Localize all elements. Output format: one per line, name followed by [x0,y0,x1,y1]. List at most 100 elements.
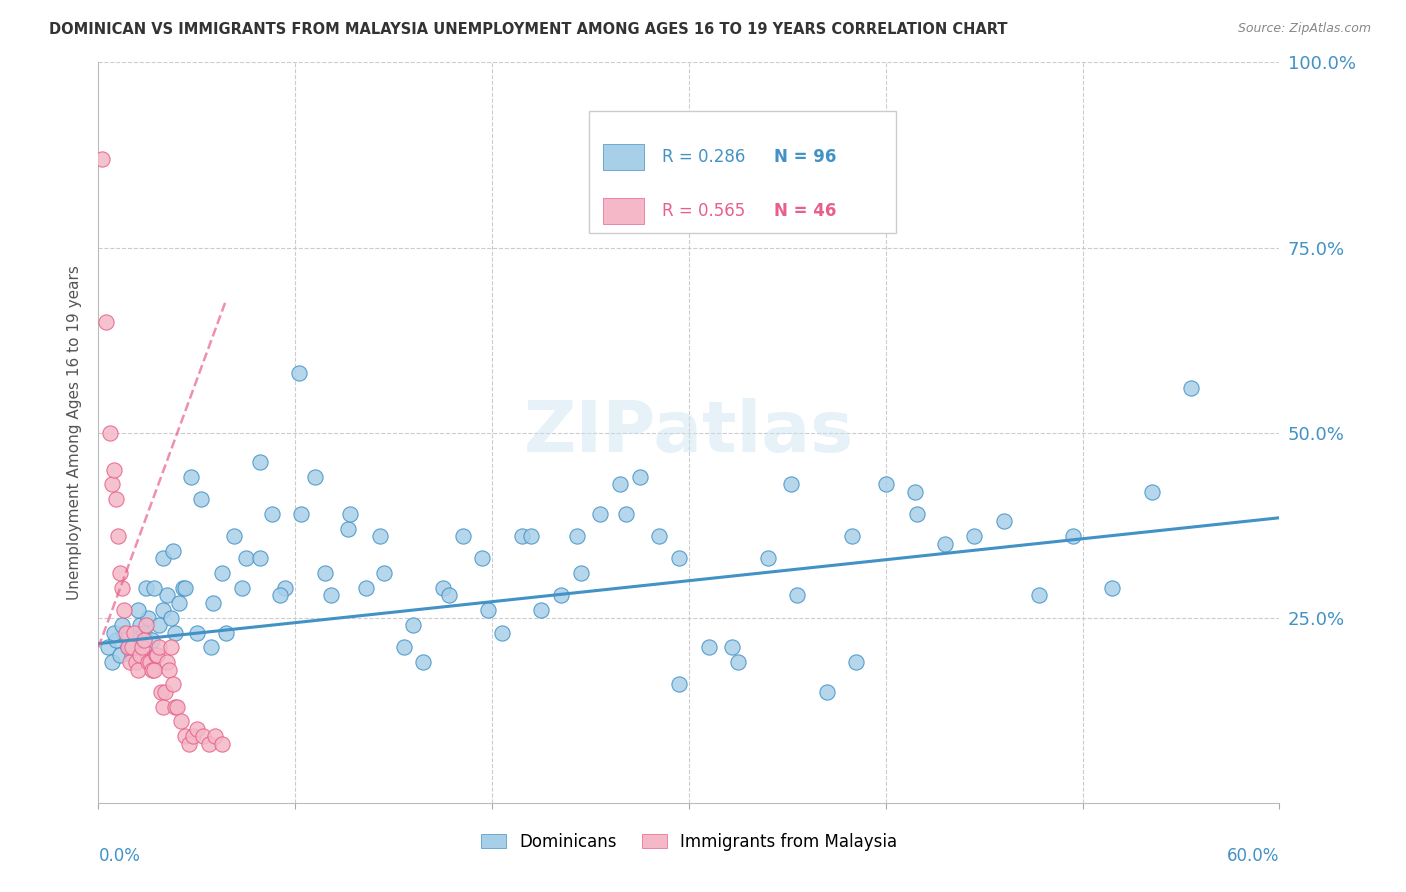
Y-axis label: Unemployment Among Ages 16 to 19 years: Unemployment Among Ages 16 to 19 years [67,265,83,600]
Point [152,699,174,714]
Point [165,625,187,640]
Point [127,663,149,677]
Legend: Dominicans, Immigrants from Malaysia: Dominicans, Immigrants from Malaysia [474,826,904,857]
Point [614,507,637,521]
Point [132,632,155,647]
Point [1140,484,1163,499]
Text: R = 0.286: R = 0.286 [662,148,745,166]
Point [841,529,863,543]
Point [96,314,118,328]
Point [451,529,474,543]
Point [402,618,425,632]
Point [103,625,125,640]
Point [160,610,183,624]
Point [609,477,631,491]
Point [628,470,651,484]
Point [98,425,121,440]
Point [290,507,312,521]
Point [105,492,128,507]
Point [727,655,749,669]
Point [510,529,533,543]
Point [815,685,838,699]
Point [569,566,592,581]
Point [105,632,128,647]
Text: DOMINICAN VS IMMIGRANTS FROM MALAYSIA UNEMPLOYMENT AMONG AGES 16 TO 19 YEARS COR: DOMINICAN VS IMMIGRANTS FROM MALAYSIA UN… [49,22,1008,37]
Point [141,632,163,647]
FancyBboxPatch shape [589,111,896,233]
Point [101,477,124,491]
Point [437,589,460,603]
Point [993,515,1015,529]
Point [249,455,271,469]
Point [135,581,157,595]
Point [934,536,956,550]
Point [180,470,202,484]
Text: 0.0%: 0.0% [98,847,141,865]
Text: ZIPatlas: ZIPatlas [524,398,853,467]
Point [125,632,148,647]
Point [121,640,143,655]
Point [392,640,415,655]
Point [412,655,434,669]
Text: N = 96: N = 96 [773,148,837,166]
Point [155,685,177,699]
Point [108,648,131,662]
Point [337,522,360,536]
Point [491,625,513,640]
Point [162,544,184,558]
Point [167,596,190,610]
Point [211,737,233,751]
Point [1101,581,1123,595]
Text: 60.0%: 60.0% [1227,847,1279,865]
Point [319,589,342,603]
Point [235,551,257,566]
Point [181,729,204,743]
Point [145,648,167,662]
Point [117,640,139,655]
Point [152,603,174,617]
Point [530,603,553,617]
Text: N = 46: N = 46 [773,202,837,219]
Point [471,551,494,566]
Point [103,462,125,476]
Point [274,581,297,595]
Point [905,507,928,521]
Text: R = 0.565: R = 0.565 [662,202,745,219]
Point [152,551,174,566]
Point [156,589,179,603]
Point [91,152,114,166]
Point [756,551,779,566]
Point [339,507,361,521]
Point [118,640,141,655]
Text: Source: ZipAtlas.com: Source: ZipAtlas.com [1237,22,1371,36]
Point [111,581,134,595]
Point [115,625,138,640]
Point [1062,529,1084,543]
Point [162,677,184,691]
Point [200,640,222,655]
Point [156,655,179,669]
Point [550,589,572,603]
Point [108,566,131,581]
Point [845,655,868,669]
Point [157,663,180,677]
Point [138,655,160,669]
Point [174,729,197,743]
Point [204,729,226,743]
Point [170,714,193,729]
Point [160,640,183,655]
Point [145,648,167,662]
Point [786,589,808,603]
Point [150,685,173,699]
Point [148,618,170,632]
Point [166,699,188,714]
Point [314,566,336,581]
Point [112,603,135,617]
Point [565,529,588,543]
Point [668,551,690,566]
Point [142,663,165,677]
Point [520,529,543,543]
Point [118,655,141,669]
Point [148,640,170,655]
Point [131,640,153,655]
